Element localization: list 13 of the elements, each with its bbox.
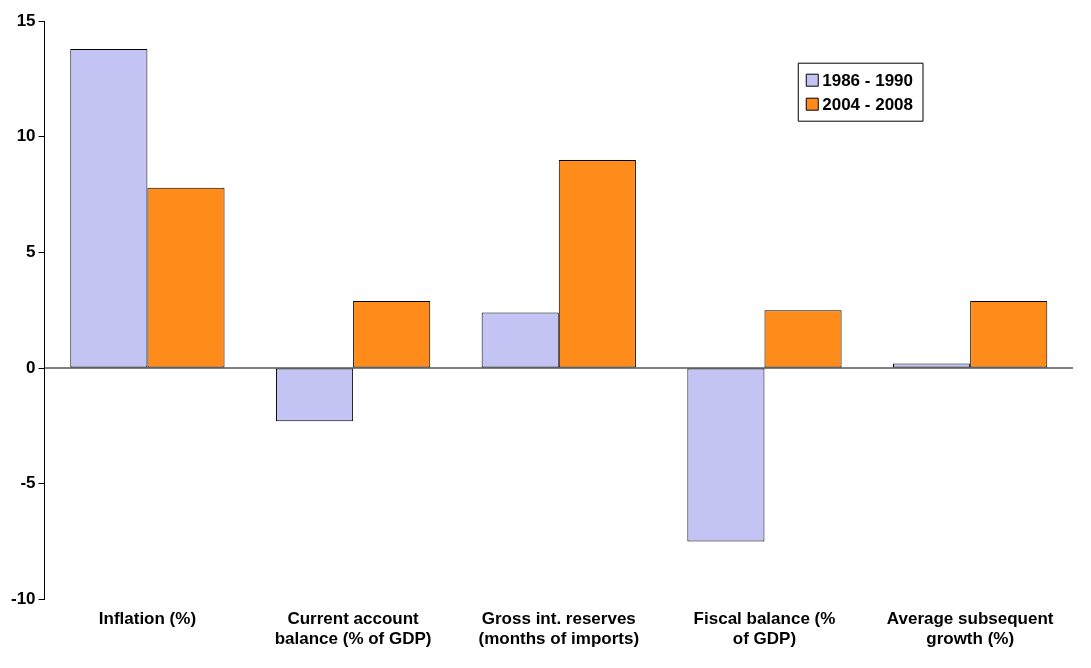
legend-label: 2004 - 2008 (822, 94, 914, 114)
x-tick-label: Fiscal balance (% of GDP) (693, 609, 836, 649)
x-tick-label: Inflation (%) (98, 609, 197, 629)
x-tick-label: Average subsequent growth (%) (886, 609, 1054, 649)
x-tick-label: Gross int. reserves (months of imports) (478, 609, 640, 649)
y-tick-label: 5 (26, 242, 36, 262)
x-tick-label: Current account balance (% of GDP) (274, 609, 432, 649)
y-tick-label: 15 (16, 10, 36, 30)
legend-label: 1986 - 1990 (822, 70, 914, 90)
y-tick-label: -5 (20, 473, 36, 493)
y-tick-label: 0 (26, 357, 36, 377)
y-tick-label: -10 (10, 588, 36, 608)
y-tick-label: 10 (16, 126, 36, 146)
